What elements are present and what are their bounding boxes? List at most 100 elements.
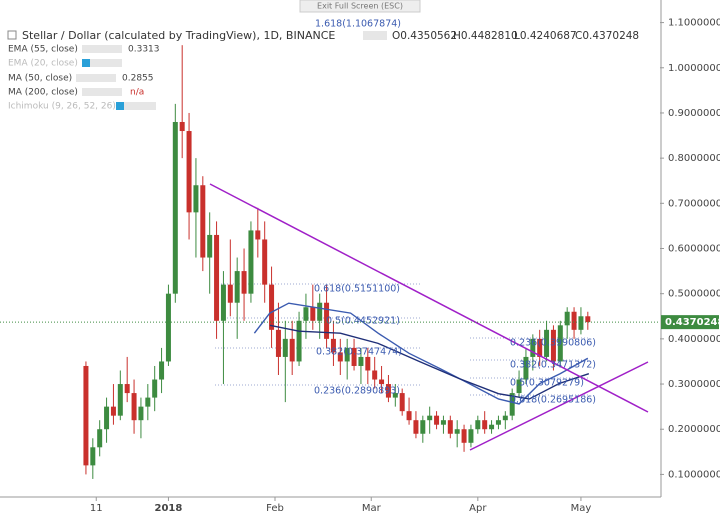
candle-body — [495, 420, 501, 425]
candle-body — [392, 393, 398, 398]
indicator-buttons[interactable] — [116, 102, 156, 110]
candle-body — [179, 121, 185, 132]
indicator-name: Ichimoku (9, 26, 52, 26) — [8, 102, 116, 112]
y-tick-label: 0.7000000 — [668, 198, 720, 209]
candle-body — [475, 420, 481, 430]
candle-body — [207, 234, 213, 258]
x-tick-label: Apr — [469, 503, 487, 514]
candle-body — [138, 406, 144, 421]
y-tick-label: 0.5000000 — [668, 289, 720, 300]
candle-body — [489, 424, 495, 430]
candle-body — [427, 415, 433, 421]
last-price-box — [661, 315, 719, 330]
fib-label: 0.618(0.5151100) — [314, 284, 400, 295]
indicator-name: MA (50, close) — [8, 74, 72, 84]
candle-body — [324, 302, 330, 339]
indicator-buttons[interactable] — [82, 45, 122, 53]
fib-label: 0.236(0.3990806) — [510, 338, 596, 349]
candle-body — [255, 230, 261, 240]
candle-body — [413, 420, 419, 434]
candle-body — [564, 311, 570, 326]
candle-body — [227, 284, 233, 303]
candle-body — [200, 185, 206, 258]
candle-body — [468, 429, 474, 443]
candle-body — [544, 329, 550, 357]
hidden-icon[interactable] — [82, 59, 90, 67]
candle-body — [365, 356, 371, 371]
candle-body — [303, 307, 309, 321]
ohlc-open: O0.4350562 — [392, 30, 457, 42]
fib-label: 0.618(0.2695186) — [510, 395, 596, 406]
indicator-name: MA (200, close) — [8, 88, 78, 98]
x-tick-label: May — [571, 503, 592, 514]
y-tick-label: 0.8000000 — [668, 153, 720, 164]
candle-body — [104, 406, 110, 430]
candle-body — [523, 356, 529, 380]
candle-body — [578, 316, 584, 330]
candle-body — [509, 393, 515, 416]
fib-label: 0.236(0.2890893) — [314, 386, 400, 397]
candle-body — [385, 384, 391, 398]
candle-body — [447, 420, 453, 434]
trend-line — [469, 361, 649, 451]
candle-body — [585, 316, 591, 323]
indicator-name: EMA (20, close) — [8, 59, 78, 69]
candle-body — [537, 338, 543, 357]
candle-body — [550, 329, 556, 362]
candle-body — [420, 420, 426, 434]
candle-body — [234, 271, 240, 303]
candle-body — [330, 338, 336, 353]
y-tick-label: 0.3000000 — [668, 379, 720, 390]
candle-body — [571, 311, 577, 330]
candle-body — [97, 429, 103, 448]
candle-body — [289, 338, 295, 362]
candle-body — [296, 320, 302, 362]
y-tick-label: 1.1000000 — [668, 18, 720, 29]
candle-body — [557, 325, 563, 362]
candle-body — [275, 329, 281, 357]
exit-button-box[interactable] — [299, 0, 421, 13]
candle-body — [379, 379, 385, 385]
candle-body — [337, 352, 343, 362]
x-tick-label: Feb — [266, 503, 284, 514]
y-tick-label: 0.1000000 — [668, 469, 720, 480]
fib-label: 0.5(0.4452921) — [326, 316, 400, 327]
symbol-buttons[interactable] — [363, 31, 387, 40]
candle-body — [282, 338, 288, 357]
candle-body — [152, 379, 158, 398]
fib-label: 0.382(0.3471372) — [510, 360, 596, 371]
indicator-buttons[interactable] — [82, 88, 122, 96]
candle-body — [165, 293, 171, 362]
indicator-value: n/a — [130, 88, 144, 98]
candle-body — [358, 356, 364, 366]
hidden-icon[interactable] — [116, 102, 124, 110]
indicator-legend: EMA (55, close) 0.3313 EMA (20, close) M… — [8, 45, 160, 112]
candle-body — [214, 234, 220, 321]
trend-line — [209, 183, 649, 413]
candle-body — [482, 420, 488, 430]
moving-average — [269, 324, 590, 400]
exit-button[interactable]: Exit Full Screen (ESC) — [317, 2, 403, 11]
indicator-value: 0.3313 — [128, 45, 160, 55]
candle-body — [193, 185, 199, 213]
last-price-label: 0.4370248 — [665, 317, 720, 328]
candle-body — [90, 447, 96, 466]
candle-body — [145, 397, 151, 407]
candle-body — [172, 121, 178, 294]
x-tick-label: 2018 — [155, 503, 183, 514]
candle-body — [220, 284, 226, 321]
ohlc-high: H0.4482810 — [453, 30, 518, 42]
collapse-icon[interactable] — [7, 30, 17, 40]
indicator-buttons[interactable] — [82, 59, 122, 67]
candle-body — [317, 302, 323, 321]
candle-body — [248, 230, 254, 294]
ohlc-close: C0.4370248 — [575, 30, 639, 42]
candle-body — [530, 338, 536, 357]
candle-body — [124, 384, 130, 394]
candle-body — [310, 307, 316, 321]
fib-label: 1.618(1.1067874) — [315, 19, 401, 30]
x-tick-label: Mar — [362, 503, 382, 514]
indicator-buttons[interactable] — [76, 74, 116, 82]
y-tick-label: 1.0000000 — [668, 63, 720, 74]
